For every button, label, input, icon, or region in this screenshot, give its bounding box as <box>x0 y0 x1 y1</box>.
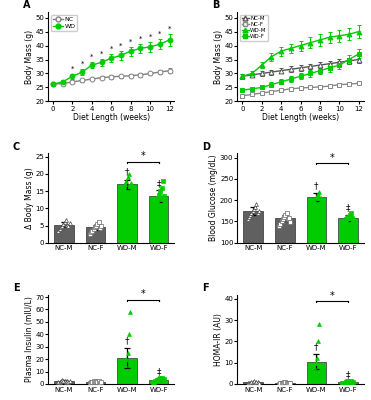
Bar <box>338 218 358 285</box>
Y-axis label: Blood Glucose (mg/dL): Blood Glucose (mg/dL) <box>209 155 219 241</box>
Y-axis label: Δ Body Mass (g): Δ Body Mass (g) <box>25 167 34 229</box>
X-axis label: Diet Length (weeks): Diet Length (weeks) <box>73 113 150 122</box>
Bar <box>86 382 105 384</box>
Text: *: * <box>81 61 84 67</box>
Text: ‡: ‡ <box>345 203 350 212</box>
Bar <box>243 211 263 285</box>
Legend: NC-M, NC-F, WD-M, WD-F: NC-M, NC-F, WD-M, WD-F <box>240 15 268 41</box>
Text: *: * <box>168 26 171 32</box>
Text: *: * <box>100 50 103 56</box>
Y-axis label: HOMA-IR (AU): HOMA-IR (AU) <box>214 313 223 366</box>
Text: *: * <box>148 34 152 40</box>
Bar <box>86 227 105 243</box>
Text: *: * <box>141 152 145 162</box>
Bar <box>54 381 74 384</box>
Bar <box>117 358 137 384</box>
Text: ‡: ‡ <box>345 370 350 379</box>
Bar <box>149 196 168 243</box>
Text: E: E <box>13 283 20 293</box>
Text: *: * <box>71 66 74 72</box>
Bar <box>306 362 326 384</box>
Y-axis label: Body Mass (g): Body Mass (g) <box>214 30 223 84</box>
Text: ‡: ‡ <box>156 367 161 376</box>
Legend: NC, WD: NC, WD <box>51 15 78 31</box>
Bar <box>243 382 263 384</box>
Text: †: † <box>125 336 129 345</box>
Text: B: B <box>212 0 220 10</box>
Text: *: * <box>129 38 132 44</box>
Bar <box>306 197 326 285</box>
Text: D: D <box>202 142 210 152</box>
Text: *: * <box>109 46 113 52</box>
Bar <box>54 225 74 243</box>
Y-axis label: Body Mass (g): Body Mass (g) <box>25 30 34 84</box>
Text: ‡: ‡ <box>156 179 161 188</box>
Text: *: * <box>158 30 161 36</box>
Text: C: C <box>13 142 20 152</box>
X-axis label: Diet Length (weeks): Diet Length (weeks) <box>262 113 339 122</box>
Text: *: * <box>330 290 334 300</box>
Text: *: * <box>119 43 123 49</box>
Bar <box>275 218 295 285</box>
Text: †: † <box>125 168 129 177</box>
Text: *: * <box>141 289 145 299</box>
Bar <box>117 184 137 243</box>
Y-axis label: Plasma Insulin (mIU/L): Plasma Insulin (mIU/L) <box>25 296 34 382</box>
Bar <box>275 383 295 384</box>
Text: *: * <box>90 54 93 60</box>
Text: F: F <box>202 283 209 293</box>
Bar <box>338 382 358 384</box>
Text: *: * <box>139 35 142 41</box>
Bar <box>149 380 168 384</box>
Text: †: † <box>314 342 319 351</box>
Text: †: † <box>314 181 319 190</box>
Text: A: A <box>23 0 30 10</box>
Text: *: * <box>330 153 334 163</box>
